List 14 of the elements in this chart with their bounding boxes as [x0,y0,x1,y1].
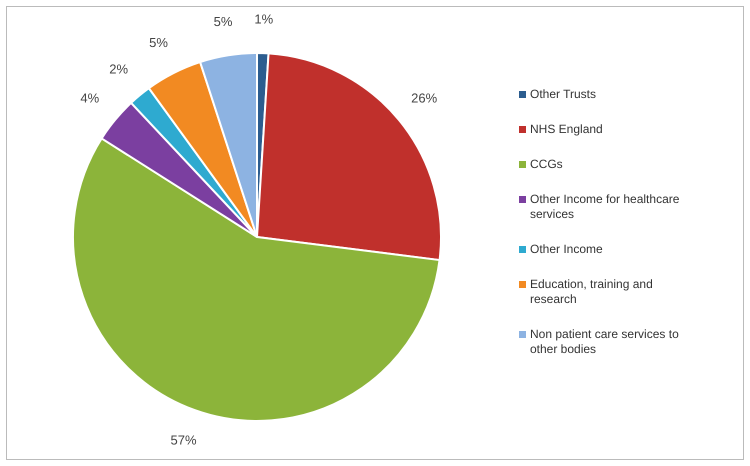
data-label: 26% [411,90,438,106]
data-label: 5% [214,14,233,30]
legend-label: Other Income for healthcare services [530,192,680,222]
legend-label: Non patient care services to other bodies [530,327,680,357]
data-label: 4% [80,90,100,106]
legend-label: NHS England [530,122,603,137]
legend-label: Other Trusts [530,87,596,102]
legend-label: Education, training and research [530,277,654,307]
data-label: 1% [254,12,274,27]
legend-label: Other Income [530,242,603,257]
legend-label: CCGs [530,157,563,172]
data-label: 2% [109,61,129,76]
data-label: 5% [149,35,168,50]
data-label: 57% [170,432,197,448]
